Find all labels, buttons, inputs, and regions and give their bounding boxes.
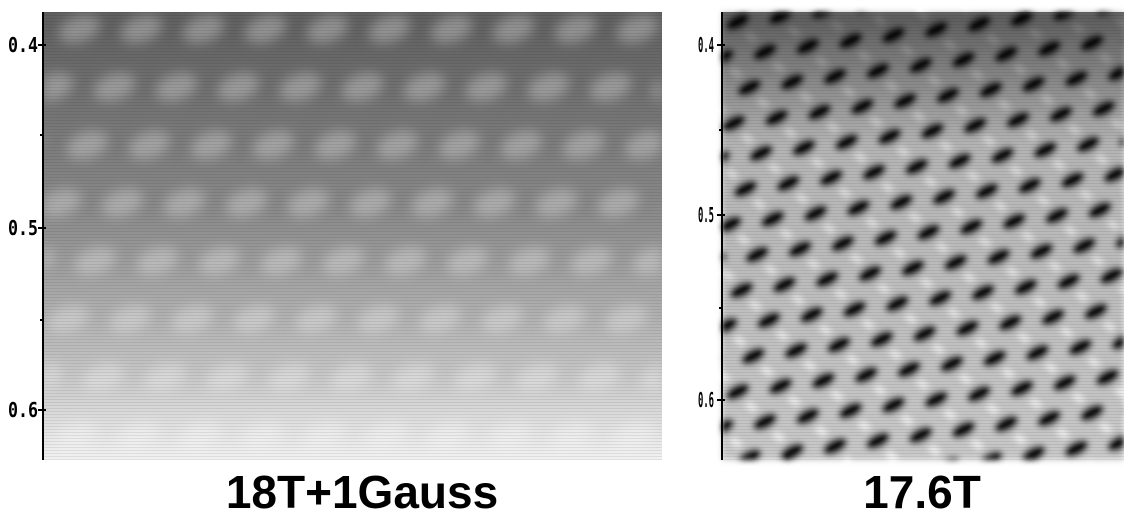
tick-label: 0.5 [8,216,38,240]
tick-marks-left [38,44,46,411]
tick-label: 0.4 [698,33,714,57]
tick-label: 0.5 [698,203,714,227]
scan-image-left [43,12,662,460]
caption: 17.6T [863,466,981,511]
tick-label: 0.6 [8,398,38,422]
tick-label: 0.4 [8,33,38,57]
caption: 18T+1Gauss [226,466,498,511]
scan-image-right [722,12,1124,460]
tick-marks-right [717,44,725,401]
tick-label: 0.6 [698,388,714,412]
